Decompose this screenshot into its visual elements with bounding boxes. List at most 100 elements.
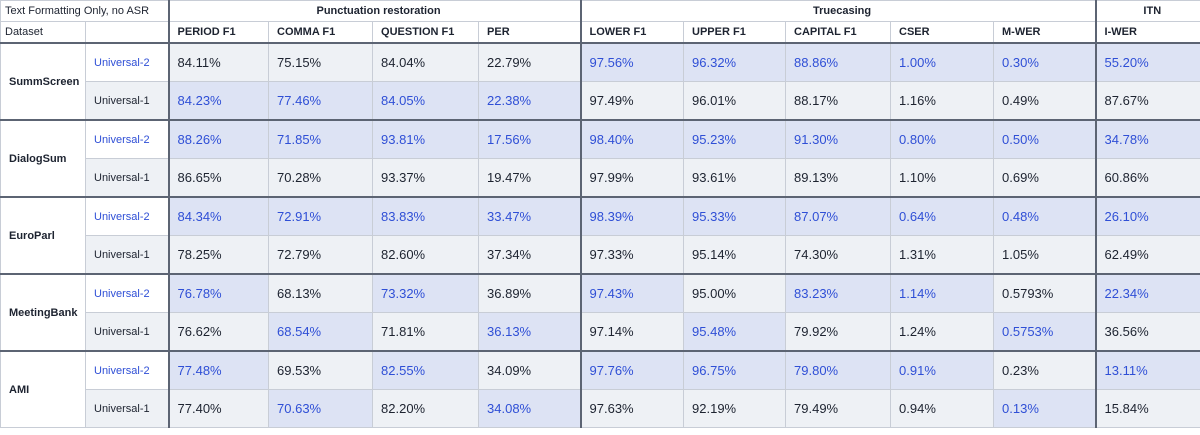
metric-cell: 34.09% [478,350,582,390]
model-name: Universal-2 [84,196,170,236]
metric-cell: 0.5793% [993,273,1097,313]
metric-cell: 84.34% [167,196,270,236]
metric-cell: 1.31% [890,235,995,275]
metric-cell: 77.48% [167,350,270,390]
metric-cell: 78.25% [167,235,270,275]
metric-cell: 26.10% [1094,196,1200,236]
metric-cell: 97.14% [579,312,685,352]
metric-cell: 96.32% [683,42,787,82]
metric-cell: 84.04% [372,42,480,82]
data-row: Universal-1 77.40% 70.63% 82.20% 34.08% 97.63… [1,389,1200,428]
column-header: QUESTION F1 [372,21,480,44]
metric-cell: 55.20% [1094,42,1200,82]
metric-cell: 0.50% [993,119,1097,159]
column-header: PER [478,21,582,44]
metric-cell: 95.48% [683,312,787,352]
data-row: AMI Universal-2 77.48% 69.53% 82.55% 34.09% 97… [0,350,1200,428]
data-row: SummScreen Universal-2 84.11% 75.15% 84.04% 2… [0,42,1200,121]
metric-cell: 82.55% [372,350,480,390]
metric-cell: 88.17% [785,81,892,121]
blank-header [84,21,170,44]
metric-cell: 0.30% [993,42,1097,82]
metric-cell: 77.40% [167,389,270,428]
metric-cell: 87.07% [785,196,892,236]
metric-cell: 33.47% [478,196,582,236]
model-name: Universal-2 [84,350,170,390]
metric-cell: 95.33% [683,196,787,236]
metric-cell: 76.78% [167,273,270,313]
metric-cell: 22.34% [1094,273,1200,313]
metric-cell: 97.56% [579,42,685,82]
metric-cell: 70.63% [268,389,374,428]
dataset-name: EuroParl [0,196,86,275]
model-name: Universal-1 [84,158,170,198]
data-row: Universal-1 84.23% 77.46% 84.05% 22.38% 97.49… [1,81,1200,121]
column-header: M-WER [993,21,1097,44]
metric-cell: 72.91% [268,196,374,236]
metric-cell: 86.65% [167,158,270,198]
column-header: COMMA F1 [268,21,374,44]
metric-cell: 93.81% [372,119,480,159]
metric-cell: 62.49% [1094,235,1200,275]
metric-cell: 0.80% [890,119,995,159]
group-header: Truecasing [579,0,1097,22]
metric-cell: 0.69% [993,158,1097,198]
metric-cell: 70.28% [268,158,374,198]
metric-cell: 91.30% [785,119,892,159]
column-header: UPPER F1 [683,21,787,44]
metric-cell: 22.38% [478,81,582,121]
dataset-name: MeetingBank [0,273,86,352]
column-header: I-WER [1094,21,1200,44]
metric-cell: 1.14% [890,273,995,313]
metric-cell: 92.19% [683,389,787,428]
metric-cell: 82.60% [372,235,480,275]
metric-cell: 79.49% [785,389,892,428]
model-name: Universal-2 [84,273,170,313]
metric-cell: 95.00% [683,273,787,313]
data-row: Universal-1 86.65% 70.28% 93.37% 19.47% 97.99… [1,158,1200,198]
metric-cell: 36.56% [1094,312,1200,352]
metric-cell: 1.05% [993,235,1097,275]
column-header-row: Dataset PERIOD F1 COMMA F1 QUESTION F1 PER LO… [0,21,1200,44]
metric-cell: 15.84% [1094,389,1200,428]
metric-cell: 96.01% [683,81,787,121]
metric-cell: 13.11% [1094,350,1200,390]
metric-cell: 17.56% [478,119,582,159]
header-row: Text Formatting Only, no ASR Punctuation … [0,0,1200,22]
model-name: Universal-1 [84,235,170,275]
metric-cell: 97.33% [579,235,685,275]
dataset-name: SummScreen [0,42,86,121]
metric-cell: 84.11% [167,42,270,82]
metric-cell: 88.86% [785,42,892,82]
metric-cell: 79.92% [785,312,892,352]
metric-cell: 34.08% [478,389,582,428]
metric-cell: 36.13% [478,312,582,352]
model-name: Universal-1 [84,312,170,352]
metric-cell: 84.23% [167,81,270,121]
metric-cell: 1.00% [890,42,995,82]
metric-cell: 0.49% [993,81,1097,121]
metric-cell: 0.94% [890,389,995,428]
data-row: Universal-1 76.62% 68.54% 71.81% 36.13% 97.14… [1,312,1200,352]
metric-cell: 93.37% [372,158,480,198]
metric-cell: 36.89% [478,273,582,313]
data-row: MeetingBank Universal-2 76.78% 68.13% 73.32%… [0,273,1200,352]
group-header: ITN [1094,0,1200,22]
metric-cell: 1.24% [890,312,995,352]
metric-cell: 73.32% [372,273,480,313]
metric-cell: 71.85% [268,119,374,159]
metric-cell: 0.64% [890,196,995,236]
metric-cell: 97.49% [579,81,685,121]
model-name: Universal-1 [84,389,170,428]
metric-cell: 95.23% [683,119,787,159]
metric-cell: 76.62% [167,312,270,352]
table-title: Text Formatting Only, no ASR [0,0,170,22]
group-header: Punctuation restoration [167,0,582,22]
metric-cell: 96.75% [683,350,787,390]
metric-cell: 89.13% [785,158,892,198]
column-header: CSER [890,21,995,44]
metric-cell: 68.13% [268,273,374,313]
metric-cell: 87.67% [1094,81,1200,121]
dataset-name: AMI [0,350,86,428]
